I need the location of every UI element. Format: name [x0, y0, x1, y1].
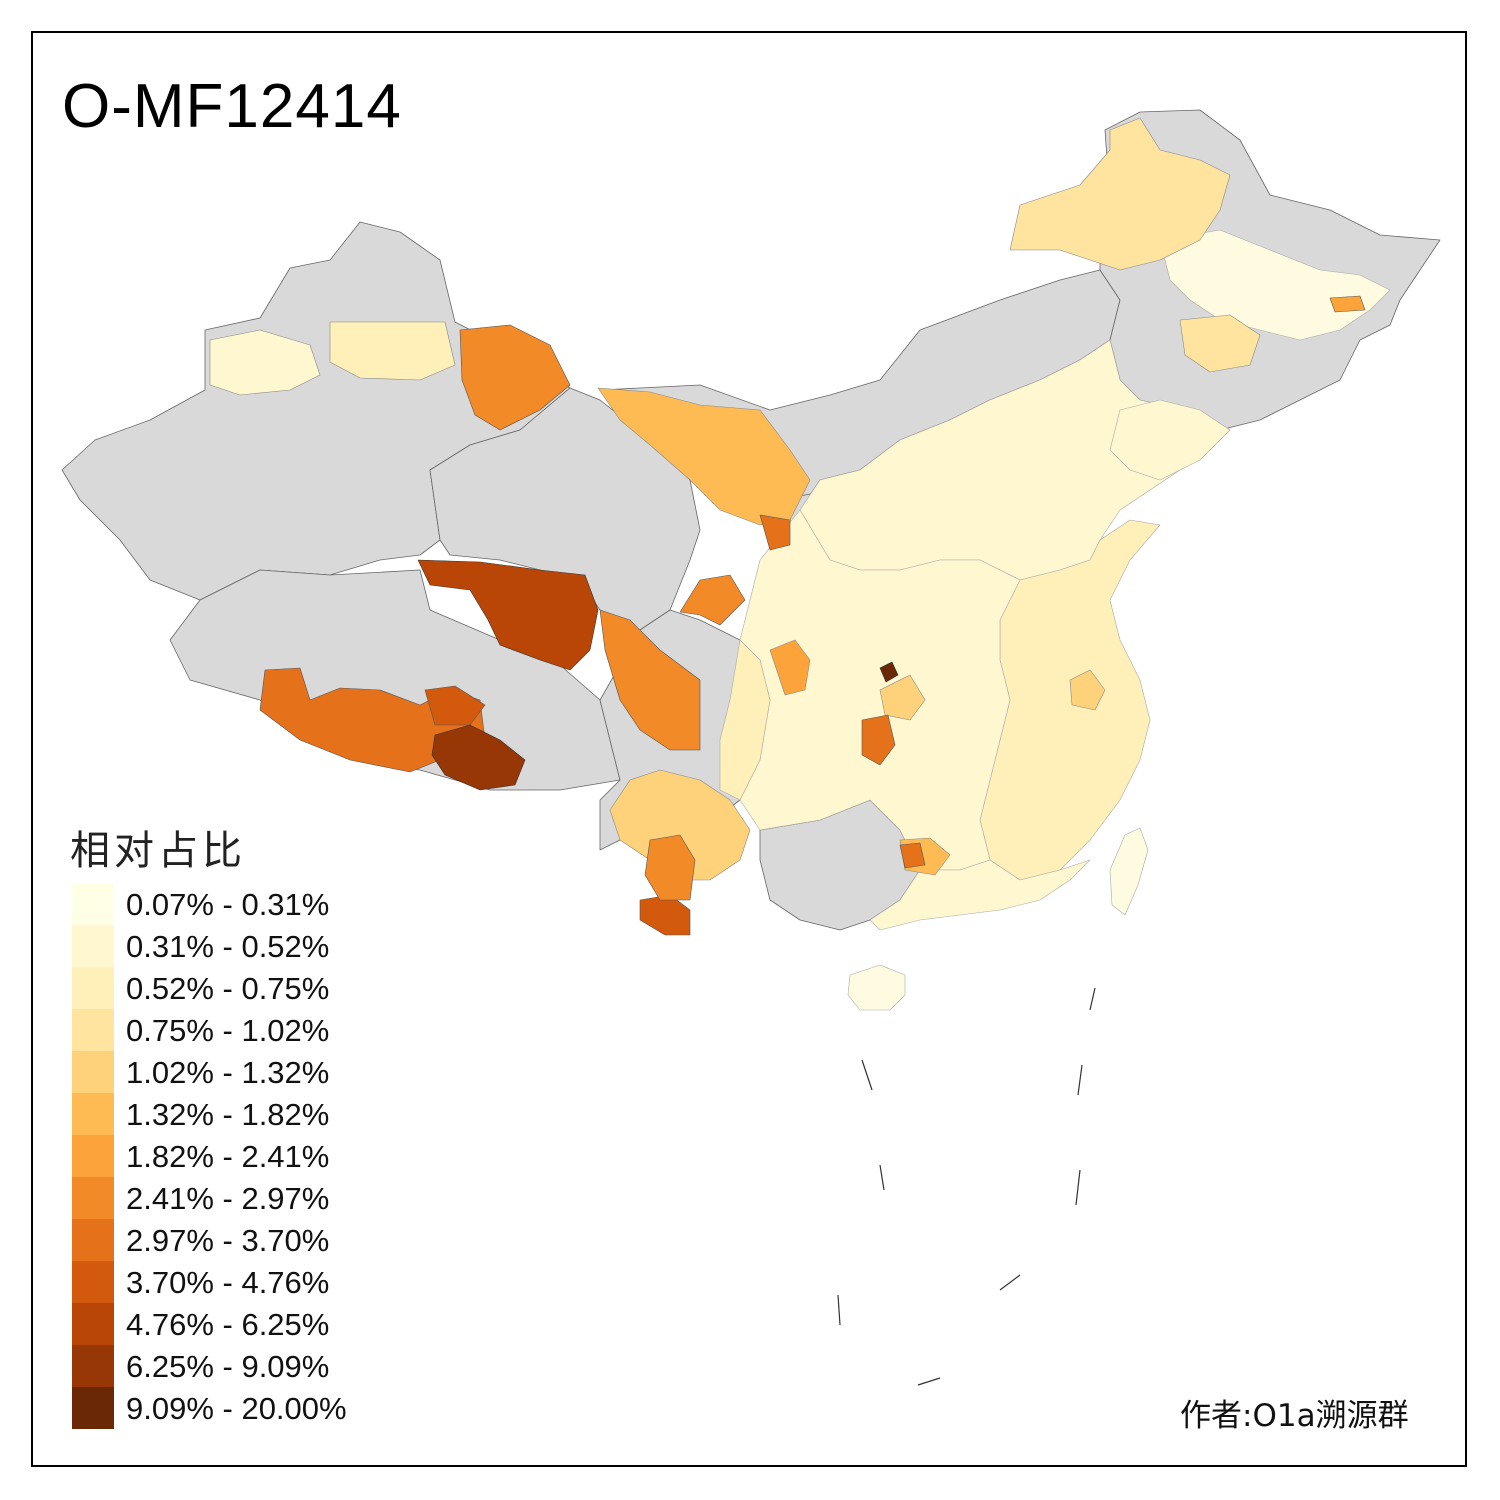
map-title: O-MF12414	[62, 72, 402, 141]
region-xinjiang-north-a	[209, 329, 321, 396]
region-lhasa	[431, 724, 526, 791]
legend-swatch	[72, 1387, 114, 1429]
legend-label: 0.52% - 0.75%	[126, 971, 330, 1006]
legend-swatch	[72, 1093, 114, 1135]
legend-title: 相对占比	[70, 828, 246, 874]
region-hunan-west	[861, 714, 896, 766]
island-line-a	[861, 1059, 873, 1091]
region-yunnan-west	[644, 834, 696, 901]
legend-label: 0.75% - 1.02%	[126, 1013, 330, 1048]
legend-swatch	[72, 967, 114, 1009]
region-yunnan-south	[639, 894, 691, 936]
island-line-h	[1089, 987, 1096, 1011]
island-line-b	[1077, 1064, 1083, 1096]
legend-label: 1.82% - 2.41%	[126, 1139, 330, 1174]
region-jilin-east	[1179, 314, 1261, 373]
region-guangdong-west	[899, 842, 926, 869]
legend-swatch	[72, 1261, 114, 1303]
legend-label: 6.25% - 9.09%	[126, 1349, 330, 1384]
region-heilongjiang-east	[1159, 229, 1391, 341]
mid-share-regions	[209, 117, 1261, 881]
legend-swatch	[72, 1135, 114, 1177]
region-gansu-south	[679, 574, 746, 626]
legend-label: 9.09% - 20.00%	[126, 1391, 347, 1426]
region-xinjiang-north-b	[329, 321, 456, 381]
legend-swatch	[72, 1177, 114, 1219]
legend-swatch	[72, 1051, 114, 1093]
region-heilongjiang-dot	[1329, 295, 1366, 313]
region-nagqu	[417, 559, 599, 671]
region-liaoning	[1109, 399, 1231, 481]
region-fujian	[1069, 669, 1106, 711]
region-taiwan	[1109, 827, 1149, 916]
region-tibet-west	[169, 569, 621, 791]
region-hunan	[879, 674, 926, 721]
legend-swatch	[72, 925, 114, 967]
high-share-regions	[259, 295, 1366, 936]
legend-swatch	[72, 1219, 114, 1261]
legend-label: 2.97% - 3.70%	[126, 1223, 330, 1258]
region-guangdong	[869, 859, 1091, 931]
legend-swatch	[72, 1345, 114, 1387]
legend-label: 2.41% - 2.97%	[126, 1181, 330, 1216]
region-shigatse	[424, 685, 486, 726]
island-line-g	[999, 1274, 1021, 1291]
top-share-regions	[417, 559, 899, 791]
region-ngari	[259, 667, 486, 773]
legend-label: 0.07% - 0.31%	[126, 887, 330, 922]
region-hulunbuir	[1009, 117, 1231, 271]
region-yunnan-light	[719, 639, 771, 801]
legend-swatch	[72, 883, 114, 925]
region-chongqing-dot	[879, 661, 899, 683]
region-sichuan-a	[609, 769, 751, 881]
author-credit: 作者:O1a溯源群	[1180, 1398, 1409, 1434]
region-hainan	[847, 964, 906, 1011]
legend-label: 0.31% - 0.52%	[126, 929, 330, 964]
island-line-d	[1075, 1169, 1081, 1206]
region-altay	[459, 324, 571, 431]
legend-label: 3.70% - 4.76%	[126, 1265, 330, 1300]
legend-label: 1.02% - 1.32%	[126, 1055, 330, 1090]
south-china-sea-islands	[837, 987, 1096, 1386]
region-sichuan-b	[769, 639, 811, 696]
map-frame	[31, 31, 1467, 1467]
legend-label: 4.76% - 6.25%	[126, 1307, 330, 1342]
legend-label: 1.32% - 1.82%	[126, 1097, 330, 1132]
island-line-c	[879, 1164, 885, 1191]
legend-swatch	[72, 1009, 114, 1051]
region-gansu-east	[759, 514, 791, 551]
legend-swatch	[72, 1303, 114, 1345]
region-qinghai-south	[599, 609, 701, 751]
island-line-f	[917, 1377, 941, 1386]
island-line-e	[837, 1294, 841, 1326]
